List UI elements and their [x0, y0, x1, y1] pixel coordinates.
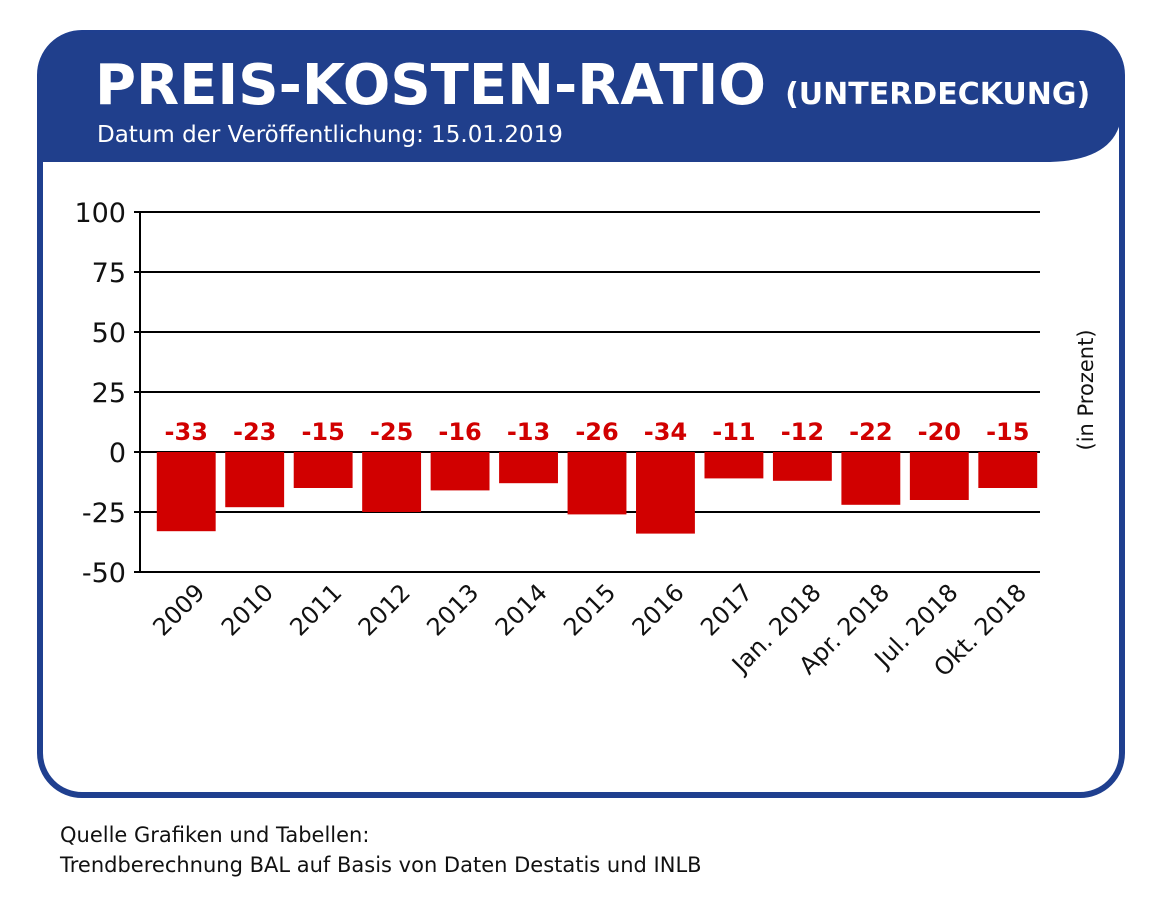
data-label: -25 [370, 418, 413, 446]
chart-title-suffix: (UNTERDECKUNG) [785, 77, 1090, 112]
chart-title: PREIS-KOSTEN-RATIO [95, 53, 766, 118]
bar [704, 452, 764, 479]
y-axis-unit-label: (in Prozent) [1074, 329, 1098, 450]
data-label: -16 [438, 418, 481, 446]
source-note: Quelle Grafiken und Tabellen: Trendberec… [60, 820, 702, 880]
publication-date: Datum der Veröffentlichung: 15.01.2019 [97, 122, 563, 148]
bar [978, 452, 1038, 488]
bar [499, 452, 558, 484]
bar [156, 452, 216, 532]
header-banner [40, 33, 1122, 162]
bar [841, 452, 901, 505]
bar [636, 452, 695, 534]
data-label: -11 [712, 418, 755, 446]
bar [772, 452, 832, 481]
data-label: -12 [781, 418, 824, 446]
y-tick-label: 25 [92, 378, 126, 409]
data-label: -13 [507, 418, 550, 446]
data-label: -15 [301, 418, 344, 446]
svg-text:PREIS-KOSTEN-RATIO (UNTERD: PREIS-KOSTEN-RATIO (UNTERDECKUNG) [95, 53, 1090, 118]
plot-area: 1007550250-25-50-332009-232010-152011-25… [74, 198, 1040, 682]
source-line-2: Trendberechnung BAL auf Basis von Daten … [60, 853, 702, 877]
data-label: -15 [986, 418, 1029, 446]
y-tick-label: 100 [74, 198, 126, 229]
data-label: -26 [575, 418, 618, 446]
y-tick-label: 75 [92, 258, 126, 289]
y-tick-label: 0 [109, 438, 126, 469]
y-tick-label: -25 [82, 498, 126, 529]
source-line-1: Quelle Grafiken und Tabellen: [60, 823, 370, 847]
data-label: -20 [918, 418, 961, 446]
bar [430, 452, 490, 491]
data-label: -33 [165, 418, 208, 446]
y-tick-label: -50 [82, 558, 126, 589]
data-label: -34 [644, 418, 687, 446]
data-label: -23 [233, 418, 276, 446]
data-label: -22 [849, 418, 892, 446]
bar [362, 452, 422, 512]
bar [293, 452, 353, 488]
bar [909, 452, 969, 500]
bar [567, 452, 627, 515]
bar [225, 452, 285, 508]
y-tick-label: 50 [92, 318, 126, 349]
